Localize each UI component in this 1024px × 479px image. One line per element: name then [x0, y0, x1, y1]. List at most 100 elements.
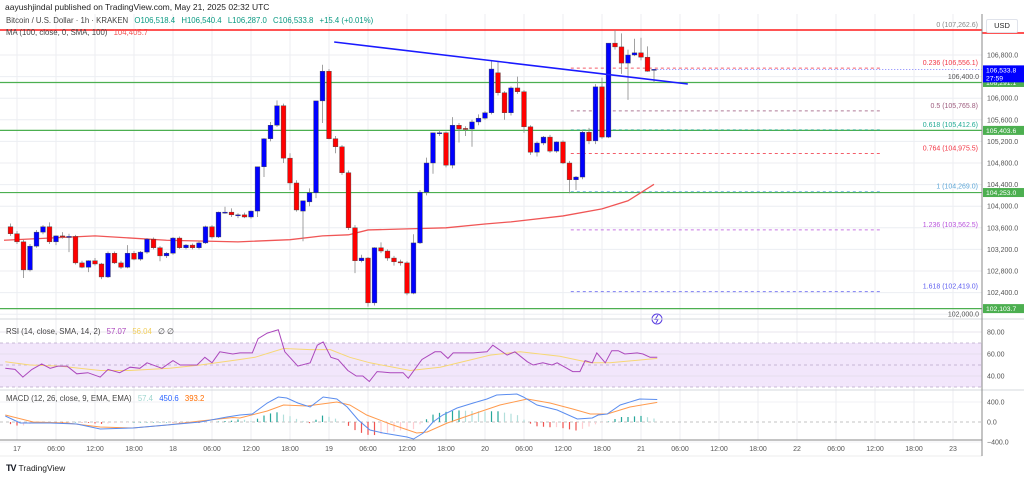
candle-down[interactable]	[79, 262, 85, 268]
candle-down[interactable]	[644, 56, 651, 72]
candle-down[interactable]	[280, 105, 287, 159]
candle-down[interactable]	[7, 226, 14, 234]
candle-up[interactable]	[592, 86, 599, 142]
candle-up[interactable]	[553, 141, 560, 152]
candle-down[interactable]	[345, 172, 352, 229]
candle-down[interactable]	[378, 247, 384, 252]
candle-down[interactable]	[365, 257, 371, 304]
candle-down[interactable]	[111, 252, 118, 264]
candle-up[interactable]	[651, 69, 657, 71]
candle-down[interactable]	[462, 128, 469, 130]
candle-down[interactable]	[599, 86, 605, 138]
candle-down[interactable]	[241, 214, 248, 218]
candle-up[interactable]	[488, 68, 495, 113]
candle-down[interactable]	[326, 70, 332, 139]
footer-brand[interactable]: TV TradingView	[6, 463, 65, 473]
candle-down[interactable]	[612, 42, 618, 48]
candle-down[interactable]	[638, 52, 644, 58]
candle-down[interactable]	[14, 233, 20, 243]
candle-up[interactable]	[202, 226, 209, 244]
candle-down[interactable]	[514, 87, 521, 92]
candle-down[interactable]	[98, 263, 105, 278]
candle-down[interactable]	[495, 72, 501, 93]
candle-up[interactable]	[170, 237, 176, 254]
candle-down[interactable]	[352, 227, 358, 261]
candle-up[interactable]	[40, 226, 46, 233]
candle-up[interactable]	[410, 242, 417, 294]
candle-up[interactable]	[579, 132, 586, 178]
candle-down[interactable]	[339, 146, 345, 173]
candle-up[interactable]	[482, 112, 488, 119]
candle-up[interactable]	[53, 235, 59, 243]
candle-down[interactable]	[209, 226, 215, 238]
trendline[interactable]	[334, 41, 688, 85]
candle-up[interactable]	[66, 236, 72, 238]
candle-up[interactable]	[222, 211, 228, 214]
rsi-legend[interactable]: RSI (14, close, SMA, 14, 2) 57.07 56.04 …	[6, 327, 178, 336]
candle-down[interactable]	[404, 262, 410, 294]
candle-up[interactable]	[274, 105, 280, 126]
candle-up[interactable]	[27, 245, 33, 271]
candle-up[interactable]	[261, 138, 267, 167]
candle-down[interactable]	[293, 182, 300, 211]
candle-down[interactable]	[287, 157, 293, 184]
candle-up[interactable]	[469, 121, 475, 130]
candle-up[interactable]	[417, 191, 423, 244]
candle-up[interactable]	[183, 244, 189, 248]
candle-up[interactable]	[534, 142, 540, 153]
candle-down[interactable]	[72, 236, 79, 264]
candle-up[interactable]	[423, 162, 430, 193]
candle-up[interactable]	[254, 166, 261, 212]
candle-down[interactable]	[560, 141, 566, 164]
candle-up[interactable]	[430, 132, 436, 164]
candle-down[interactable]	[618, 46, 625, 64]
candle-up[interactable]	[105, 252, 111, 278]
candle-up[interactable]	[631, 52, 638, 56]
candle-up[interactable]	[306, 192, 313, 203]
candle-down[interactable]	[59, 235, 66, 238]
candle-up[interactable]	[85, 260, 92, 268]
candle-up[interactable]	[196, 242, 202, 248]
candle-down[interactable]	[586, 132, 592, 142]
candle-up[interactable]	[358, 257, 365, 261]
candle-up[interactable]	[371, 247, 378, 304]
ma-legend[interactable]: MA (100, close, 0, SMA, 100) 104,405.7	[6, 28, 152, 37]
candle-up[interactable]	[475, 117, 482, 123]
candle-up[interactable]	[540, 136, 547, 144]
candle-down[interactable]	[443, 132, 449, 166]
candle-up[interactable]	[449, 124, 456, 166]
candle-down[interactable]	[131, 252, 137, 260]
candle-up[interactable]	[163, 252, 170, 257]
candle-up[interactable]	[573, 176, 579, 180]
candle-up[interactable]	[605, 42, 612, 138]
candle-up[interactable]	[235, 214, 241, 217]
candle-up[interactable]	[508, 87, 514, 113]
candle-down[interactable]	[384, 250, 391, 259]
candle-down[interactable]	[150, 238, 157, 248]
candle-up[interactable]	[436, 132, 443, 134]
candle-up[interactable]	[313, 100, 319, 193]
candle-down[interactable]	[92, 260, 98, 265]
macd-legend[interactable]: MACD (12, 26, close, 9, EMA, EMA) 57.4 4…	[6, 394, 208, 403]
candle-down[interactable]	[228, 211, 235, 216]
candle-down[interactable]	[176, 237, 183, 248]
candle-up[interactable]	[300, 200, 306, 212]
candle-down[interactable]	[527, 126, 534, 153]
symbol-name[interactable]: Bitcoin / U.S. Dollar · 1h · KRAKEN	[6, 16, 129, 25]
candle-down[interactable]	[521, 91, 527, 128]
candle-down[interactable]	[501, 92, 508, 113]
candle-up[interactable]	[144, 238, 150, 253]
candle-up[interactable]	[267, 124, 274, 139]
candle-up[interactable]	[124, 252, 131, 268]
candle-up[interactable]	[33, 231, 40, 247]
candle-down[interactable]	[547, 136, 553, 152]
currency-button[interactable]: USD	[986, 19, 1018, 33]
candle-down[interactable]	[456, 124, 462, 130]
candle-up[interactable]	[215, 211, 222, 238]
candle-up[interactable]	[248, 210, 254, 218]
candle-up[interactable]	[137, 251, 144, 260]
candle-down[interactable]	[332, 138, 339, 147]
candle-down[interactable]	[157, 247, 163, 257]
candle-up[interactable]	[319, 70, 326, 102]
